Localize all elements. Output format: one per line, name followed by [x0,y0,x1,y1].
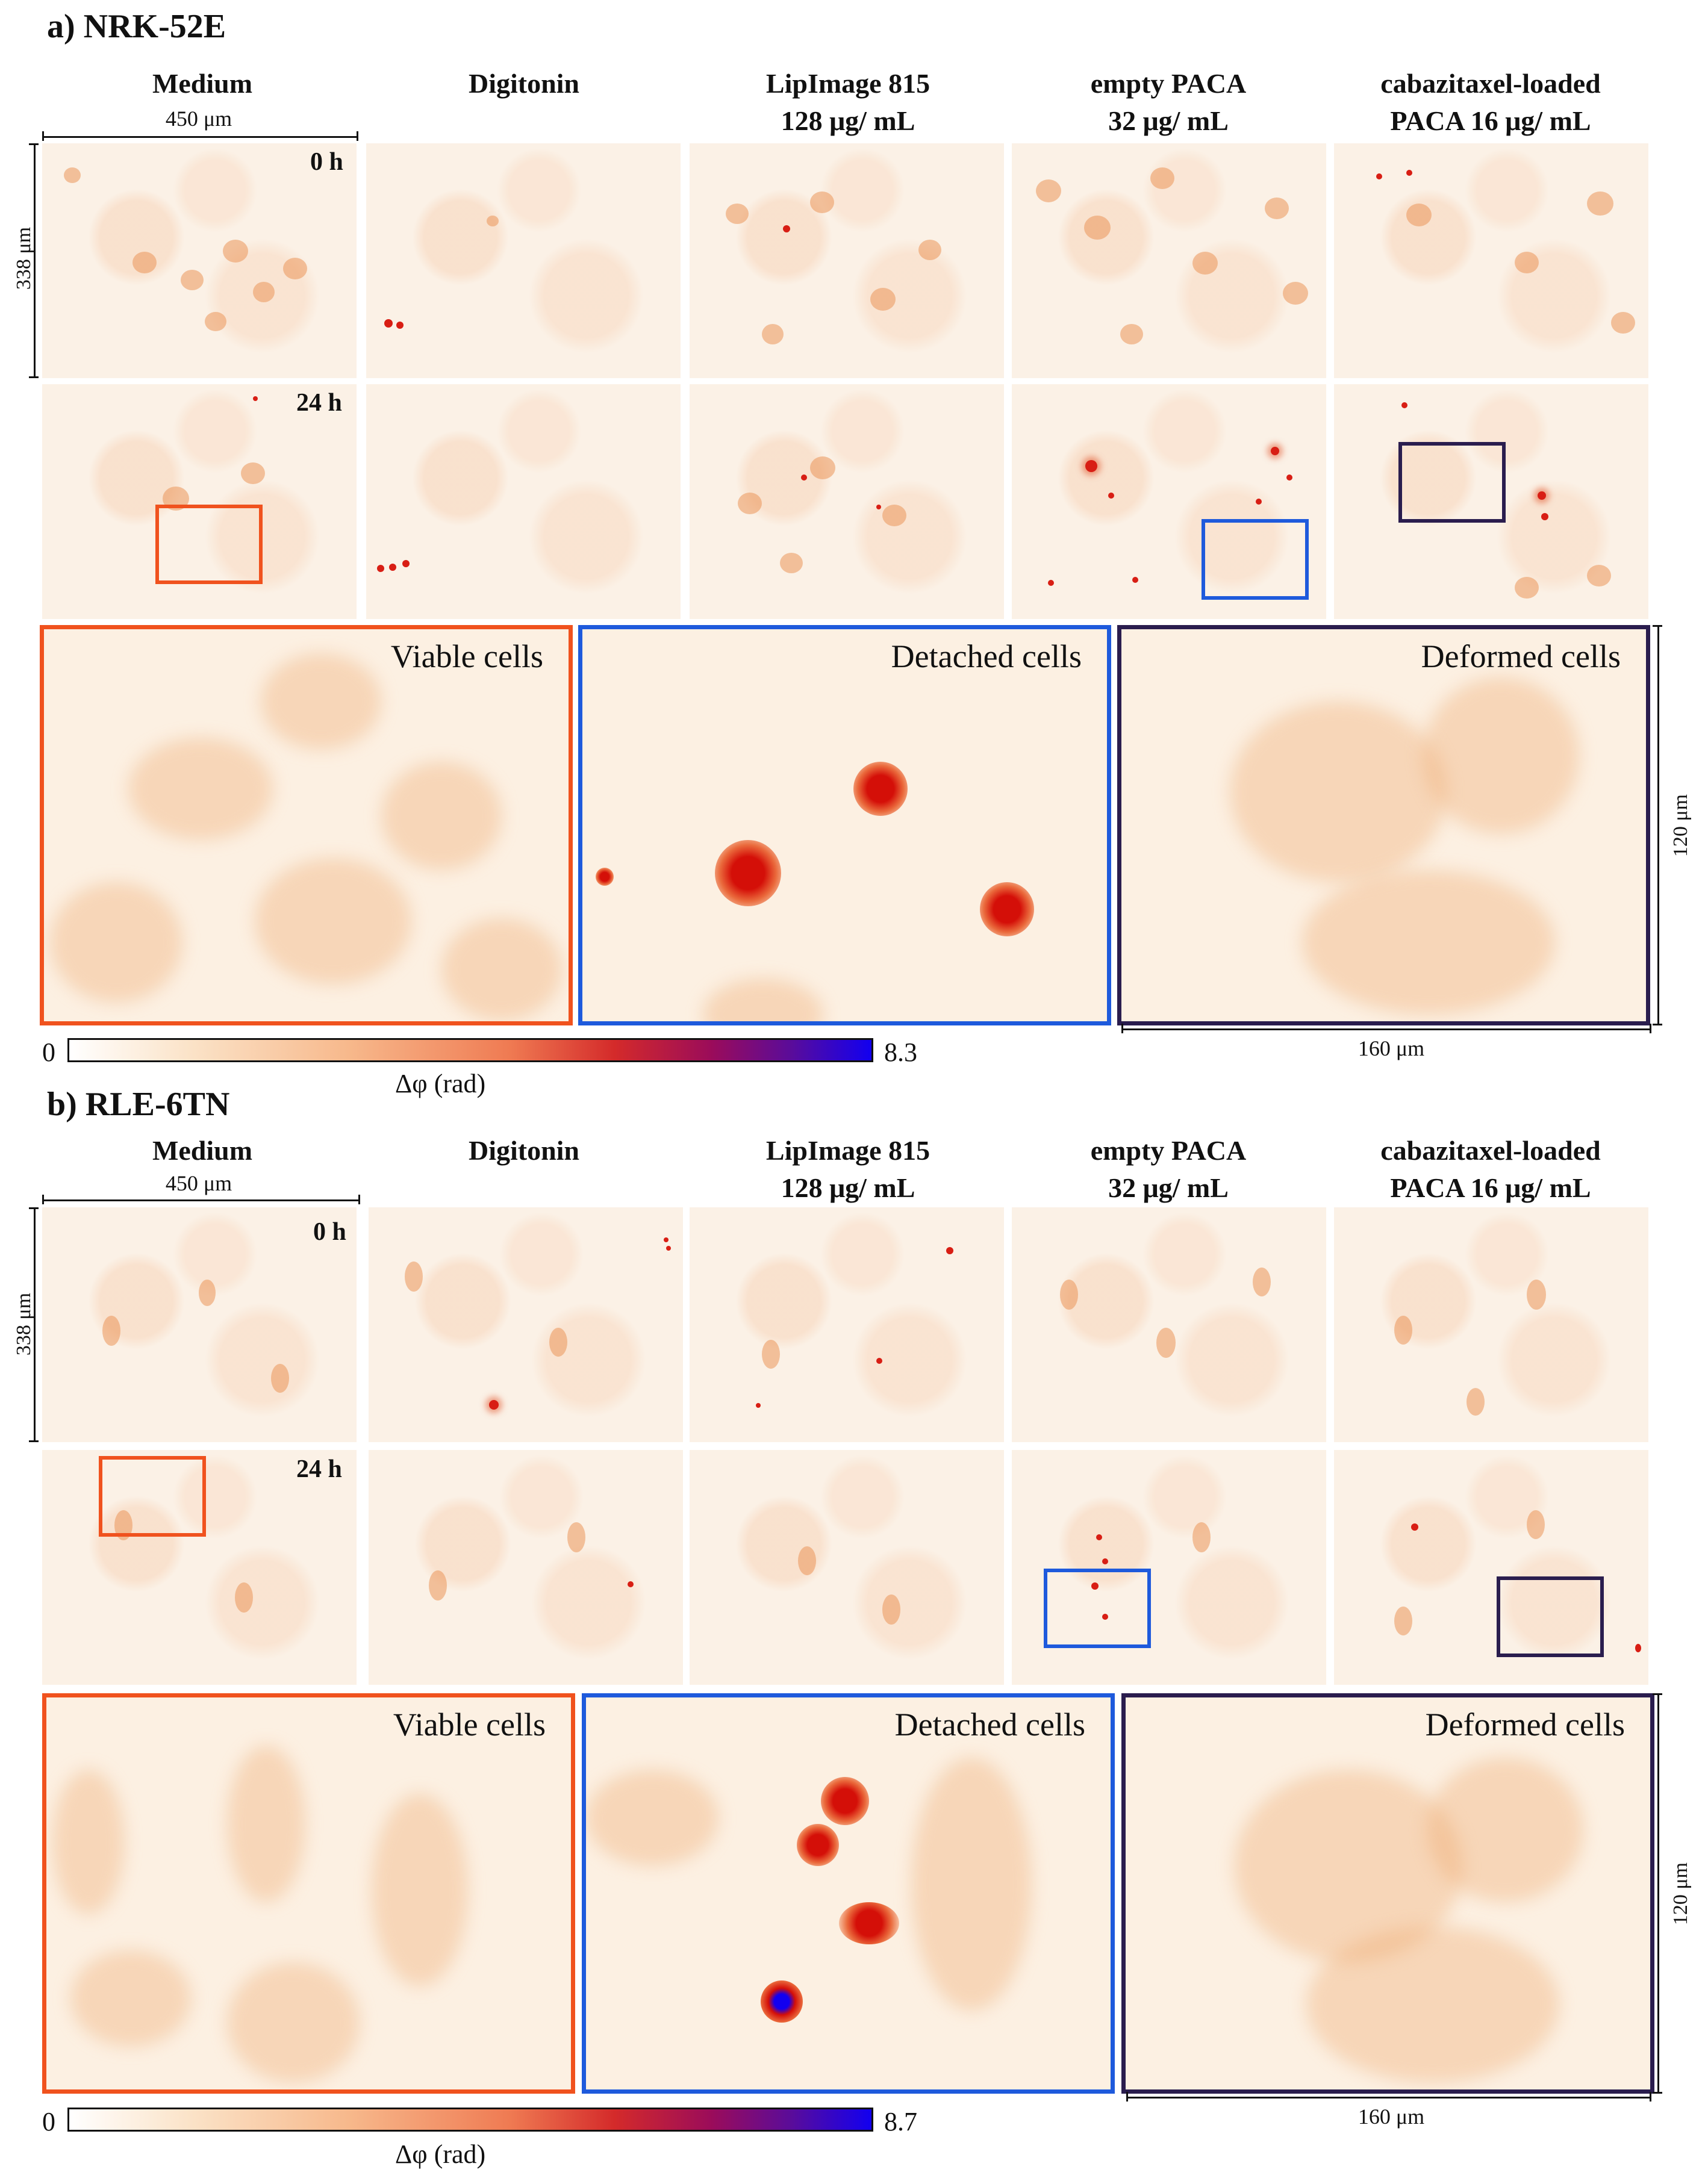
panel-b-24h-digitonin-image [369,1450,683,1685]
panel-b-roi-deformed [1497,1576,1604,1657]
panel-b-zoom-deformed: Deformed cells [1121,1693,1654,2094]
panel-a-zoom-width-label: 160 μm [1357,1036,1425,1060]
panel-a-zoom-height-label: 120 μm [1669,794,1692,857]
panel-b-zoom-detached: Detached cells [582,1693,1115,2094]
panel-b-title: b) RLE-6TN [47,1086,230,1123]
panel-a-zoom-viable: Viable cells [40,625,573,1025]
panel-a-0h-medium-image [42,143,357,378]
panel-b-width-scale-label: 450 μm [165,1171,232,1195]
panel-b-height-scale-label: 338 μm [13,1292,35,1356]
panel-b-0h-empty-paca-image [1012,1207,1326,1442]
panel-a-zoom-width-tick-right [1650,1024,1651,1033]
panel-a-24h-cabazitaxel-image [1334,384,1648,619]
panel-b-height-tick-top [29,1207,39,1209]
panel-a-width-tick-left [42,131,44,141]
panel-a-zoom-viable-label: Viable cells [390,638,543,674]
panel-b-zoom-detached-label: Detached cells [894,1706,1085,1743]
panel-b-colorbar-min: 0 [42,2107,55,2136]
panel-a-zoom-deformed: Deformed cells [1117,625,1650,1025]
panel-a-col-lipimage: LipImage 815 128 μg/ mL [765,68,930,136]
panel-a-width-scale-label: 450 μm [165,107,232,131]
panel-a-width-scalebar [42,136,358,138]
panel-b-zoom-height-scalebar [1657,1693,1659,2094]
panel-a-zoom-height-tick-top [1653,625,1662,627]
panel-a-height-tick-top [29,143,39,145]
panel-b-0h-medium-image [42,1207,357,1442]
panel-a-24h-lipimage-image [690,384,1004,619]
panel-a-0h-lipimage-image [690,143,1004,378]
panel-a-colorbar-min: 0 [42,1038,55,1067]
panel-a-colorbar-max: 8.3 [884,1038,917,1067]
panel-b-0h-digitonin-image [369,1207,683,1442]
panel-b-24h-cabazitaxel-image [1334,1450,1648,1685]
panel-a-title: a) NRK-52E [47,8,226,45]
panel-b-zoom-viable-label: Viable cells [393,1706,546,1743]
panel-a-0h-digitonin-image [366,143,681,378]
panel-b-zoom-deformed-label: Deformed cells [1425,1706,1625,1743]
panel-a-24h-medium-image [42,384,357,619]
panel-a-height-scale-label: 338 μm [13,226,35,290]
panel-a-zoom-height-tick-bottom [1653,1024,1662,1025]
panel-a-colorbar-label: Δφ (rad) [395,1069,486,1098]
panel-a-24h-digitonin-image [366,384,681,619]
panel-b-col-medium: Medium [152,1135,253,1166]
panel-a-zoom-width-scalebar [1121,1028,1651,1030]
panel-b-height-scalebar [34,1207,36,1442]
panel-a-col-cabazitaxel: cabazitaxel-loaded PACA 16 μg/ mL [1380,68,1601,136]
panel-b-24h-empty-paca-image [1012,1450,1326,1685]
panel-a-0h-cabazitaxel-image [1334,143,1648,378]
panel-b-col-empty-paca: empty PACA 32 μg/ mL [1090,1135,1247,1203]
panel-b-zoom-height-tick-top [1653,1693,1662,1695]
panel-b-24h-lipimage-image [690,1450,1004,1685]
panel-a-zoom-detached: Detached cells [578,625,1111,1025]
panel-b-zoom-viable: Viable cells [42,1693,575,2094]
panel-b-col-digitonin: Digitonin [468,1135,580,1166]
panel-a-height-scalebar [34,143,36,378]
panel-a-zoom-height-scalebar [1657,625,1659,1025]
panel-b-zoom-width-scalebar [1126,2097,1651,2098]
panel-a-roi-deformed [1398,442,1506,523]
panel-b-24h-medium-image [42,1450,357,1685]
panel-b-zoom-width-tick-left [1126,2092,1128,2102]
panel-b-width-scalebar [42,1199,360,1201]
panel-b-0h-lipimage-image [690,1207,1004,1442]
panel-a-24h-empty-paca-image [1012,384,1326,619]
panel-b-colorbar-label: Δφ (rad) [395,2139,486,2169]
panel-a-zoom-width-tick-left [1121,1024,1123,1033]
panel-b-width-tick-right [358,1195,360,1204]
panel-a-roi-viable [155,505,263,584]
panel-b-time-0h: 0 h [313,1218,346,1246]
panel-b-col-cabazitaxel: cabazitaxel-loaded PACA 16 μg/ mL [1380,1135,1601,1203]
panel-a-width-tick-right [357,131,358,141]
panel-a-time-24h: 24 h [296,389,342,417]
panel-a-height-tick-bottom [29,376,39,378]
panel-a-zoom-detached-label: Detached cells [891,638,1082,674]
panel-a-col-empty-paca: empty PACA 32 μg/ mL [1090,68,1247,136]
panel-a-zoom-deformed-label: Deformed cells [1421,638,1621,674]
panel-a-0h-empty-paca-image [1012,143,1326,378]
panel-b-time-24h: 24 h [296,1455,342,1483]
panel-b-zoom-height-tick-bottom [1653,2092,1662,2094]
panel-a-col-digitonin: Digitonin [468,68,580,99]
panel-b-zoom-width-tick-right [1650,2092,1651,2102]
panel-a-roi-detached [1202,519,1309,600]
panel-a-colorbar [67,1038,873,1062]
panel-b-0h-cabazitaxel-image [1334,1207,1648,1442]
panel-b-colorbar [67,2108,873,2132]
panel-a-col-medium: Medium [152,68,253,99]
panel-b-col-lipimage: LipImage 815 128 μg/ mL [765,1135,930,1203]
panel-b-width-tick-left [42,1195,44,1204]
panel-b-height-tick-bottom [29,1440,39,1442]
panel-b-roi-detached [1044,1569,1151,1648]
panel-a-time-0h: 0 h [310,148,343,176]
panel-b-zoom-height-label: 120 μm [1669,1862,1692,1926]
panel-b-colorbar-max: 8.7 [884,2107,917,2136]
panel-b-roi-viable [99,1456,206,1537]
panel-b-zoom-width-label: 160 μm [1357,2105,1425,2129]
